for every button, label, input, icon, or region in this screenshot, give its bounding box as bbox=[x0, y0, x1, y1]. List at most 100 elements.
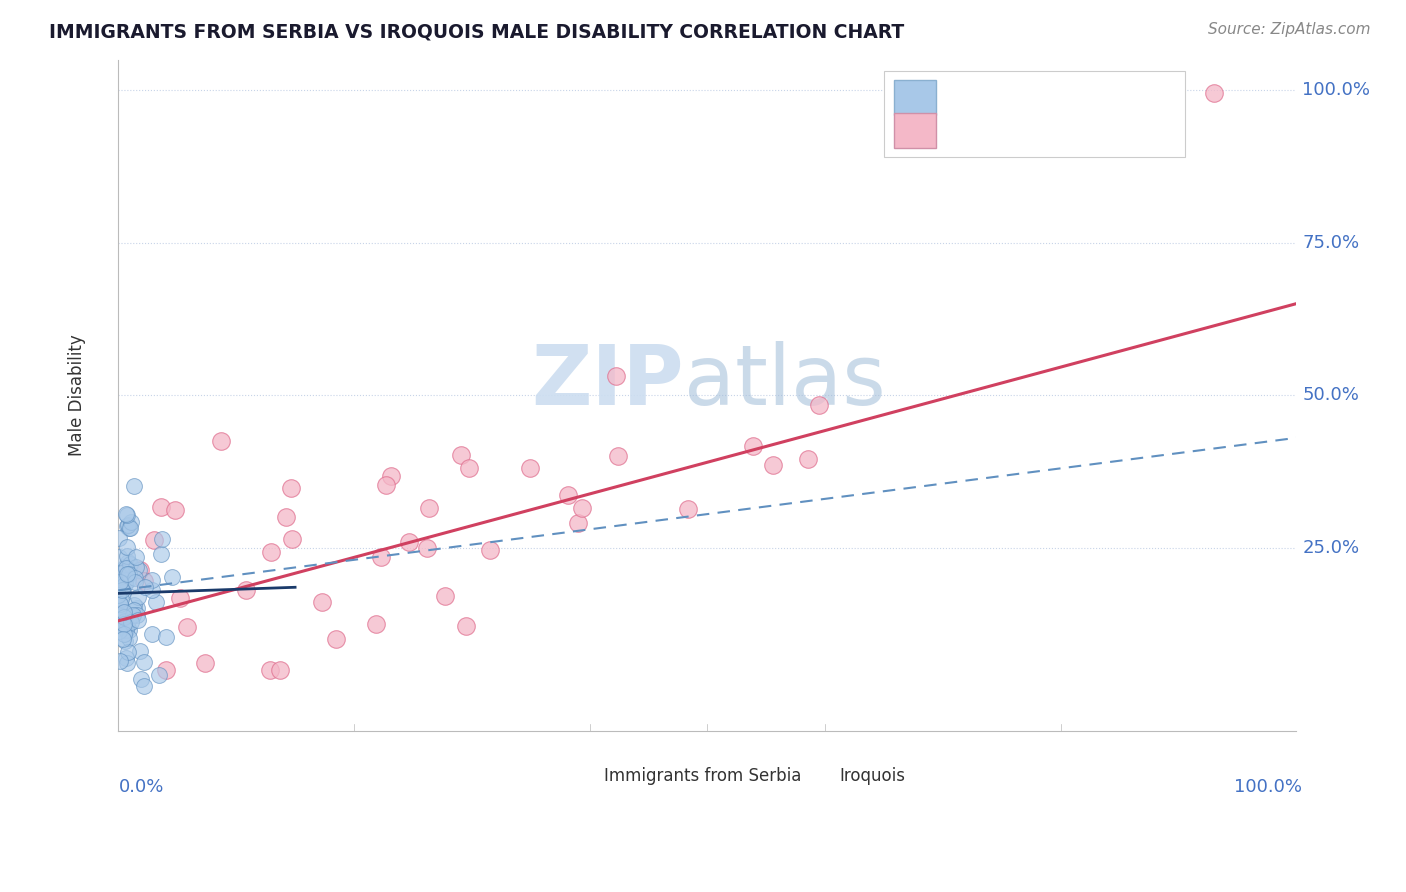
Point bbox=[134, 581, 156, 595]
Text: atlas: atlas bbox=[683, 342, 886, 422]
Point bbox=[129, 564, 152, 578]
Point bbox=[132, 655, 155, 669]
Point bbox=[134, 680, 156, 694]
Point bbox=[141, 627, 163, 641]
Point bbox=[114, 633, 136, 648]
Point bbox=[118, 623, 141, 637]
Point bbox=[118, 632, 141, 646]
Point bbox=[115, 507, 138, 521]
Point bbox=[114, 577, 136, 591]
Point bbox=[115, 508, 138, 522]
Point bbox=[1202, 86, 1225, 100]
Point bbox=[107, 531, 129, 545]
Text: IMMIGRANTS FROM SERBIA VS IROQUOIS MALE DISABILITY CORRELATION CHART: IMMIGRANTS FROM SERBIA VS IROQUOIS MALE … bbox=[49, 22, 904, 41]
Point bbox=[112, 620, 135, 634]
Point bbox=[112, 626, 135, 640]
Point bbox=[117, 645, 139, 659]
Point bbox=[131, 672, 153, 686]
Text: Immigrants from Serbia: Immigrants from Serbia bbox=[603, 767, 801, 785]
Point bbox=[114, 560, 136, 574]
Point bbox=[149, 547, 172, 561]
FancyBboxPatch shape bbox=[884, 71, 1184, 157]
Point bbox=[115, 623, 138, 637]
Point bbox=[120, 521, 142, 535]
Point bbox=[808, 398, 831, 412]
Point bbox=[127, 613, 149, 627]
Point bbox=[209, 434, 232, 448]
Bar bbox=[801, 761, 831, 791]
Point bbox=[108, 597, 131, 611]
Text: 100.0%: 100.0% bbox=[1302, 81, 1371, 99]
Point bbox=[118, 566, 141, 581]
Point bbox=[111, 576, 134, 591]
Point bbox=[112, 605, 135, 619]
Point bbox=[115, 566, 138, 581]
Point bbox=[110, 609, 132, 624]
Point bbox=[125, 550, 148, 565]
Point bbox=[163, 502, 186, 516]
Point bbox=[145, 595, 167, 609]
Point bbox=[117, 573, 139, 587]
Point bbox=[141, 582, 163, 597]
Point bbox=[479, 543, 502, 558]
Point bbox=[117, 614, 139, 628]
Point bbox=[108, 604, 131, 618]
Point bbox=[375, 477, 398, 491]
Point bbox=[169, 591, 191, 605]
Point bbox=[107, 588, 129, 602]
Text: Source: ZipAtlas.com: Source: ZipAtlas.com bbox=[1208, 22, 1371, 37]
Point bbox=[115, 620, 138, 634]
Point bbox=[364, 617, 387, 632]
Text: 0.098: 0.098 bbox=[993, 88, 1049, 106]
Point bbox=[117, 656, 139, 670]
Point bbox=[120, 615, 142, 629]
Point bbox=[797, 452, 820, 467]
Text: ZIP: ZIP bbox=[531, 342, 683, 422]
Point bbox=[114, 573, 136, 587]
FancyBboxPatch shape bbox=[894, 113, 936, 148]
Point bbox=[124, 598, 146, 612]
Point bbox=[143, 533, 166, 547]
Point bbox=[108, 624, 131, 638]
Point bbox=[125, 560, 148, 574]
Point bbox=[280, 481, 302, 495]
Text: 0.0%: 0.0% bbox=[118, 778, 163, 796]
Point bbox=[519, 460, 541, 475]
Bar bbox=[567, 761, 596, 791]
Point bbox=[118, 520, 141, 534]
Point bbox=[124, 571, 146, 585]
Point bbox=[605, 368, 627, 383]
Point bbox=[112, 616, 135, 631]
Text: N =: N = bbox=[1063, 88, 1104, 106]
Point bbox=[115, 560, 138, 574]
Point bbox=[148, 668, 170, 682]
Point bbox=[571, 501, 593, 516]
Point bbox=[557, 487, 579, 501]
Point bbox=[111, 582, 134, 597]
Point bbox=[124, 574, 146, 589]
Point bbox=[235, 582, 257, 597]
Point bbox=[155, 630, 177, 644]
Point bbox=[458, 461, 481, 475]
Point bbox=[194, 656, 217, 670]
Text: Iroquois: Iroquois bbox=[839, 767, 905, 785]
Point bbox=[110, 592, 132, 607]
Point bbox=[141, 574, 163, 588]
Point bbox=[149, 500, 172, 515]
Point bbox=[606, 449, 628, 463]
Text: 75.0%: 75.0% bbox=[1302, 234, 1360, 252]
Text: 44: 44 bbox=[1111, 121, 1135, 140]
Point bbox=[122, 603, 145, 617]
Text: 100.0%: 100.0% bbox=[1234, 778, 1302, 796]
Point bbox=[111, 566, 134, 581]
Point bbox=[117, 549, 139, 563]
Point bbox=[114, 614, 136, 628]
Point bbox=[742, 439, 765, 453]
Text: Male Disability: Male Disability bbox=[67, 334, 86, 456]
Point bbox=[115, 651, 138, 665]
Point bbox=[325, 632, 347, 646]
Text: 0.618: 0.618 bbox=[993, 121, 1049, 140]
Point bbox=[676, 501, 699, 516]
Point bbox=[259, 663, 281, 677]
Point bbox=[115, 540, 138, 554]
